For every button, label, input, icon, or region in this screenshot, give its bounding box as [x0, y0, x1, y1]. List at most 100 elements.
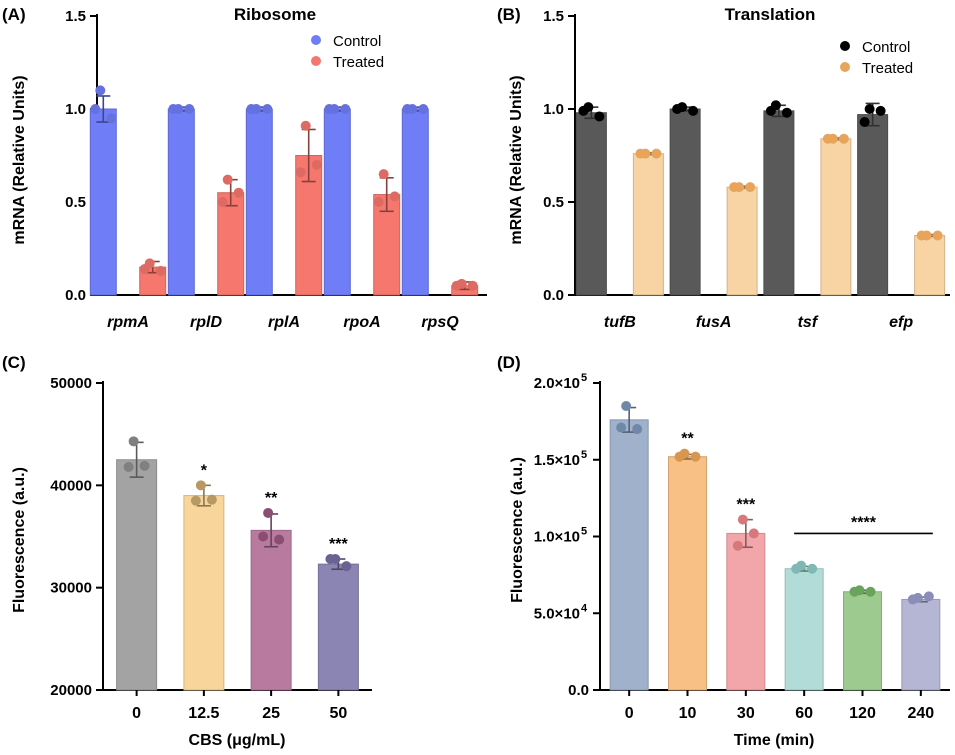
panel-d-0-point [621, 401, 632, 412]
panel-b-efp-control-point [859, 117, 870, 128]
panel-c-25-point [258, 531, 269, 542]
panel-a-rplD-treated-bar [217, 192, 245, 296]
panel-a-rpoA-control-point [324, 104, 335, 114]
panel-c-25-point [263, 507, 274, 518]
panel-d-ytick-exponent: 5 [581, 449, 587, 461]
panel-a-rpoA-control-bar [323, 108, 351, 296]
legend-treated-label-b: Treated [862, 60, 913, 77]
panel-c-50-point [325, 554, 336, 565]
panel-b-category-label: tufB [604, 314, 636, 331]
panel-d-30-point [732, 540, 743, 551]
panel-b-fusA-treated-point [745, 182, 756, 193]
panel-a-rplA-control-point [246, 104, 257, 114]
legend-control-marker-b [840, 41, 850, 51]
panel-c-significance: ** [265, 490, 278, 507]
panel-a-category-label: rpsQ [421, 314, 459, 331]
panel-b-ytick-label: 1.0 [543, 101, 564, 118]
panel-a-rplD-treated-point [222, 174, 233, 185]
panel-c-25-bar [250, 529, 292, 691]
panel-a-ytick-label: 1.0 [65, 101, 86, 118]
panel-a: (A) Ribosome mRNA (Relative Units) 0.00.… [2, 5, 487, 331]
panel-a-ytick-label: 0.5 [65, 194, 86, 211]
panel-b-tufB-control-point [594, 111, 605, 122]
panel-b-tsf-treated-bar [820, 138, 852, 296]
panel-a-rpoA-treated-point [389, 191, 400, 202]
panel-c-letter: (C) [2, 353, 26, 372]
panel-b-tsf-control-point [765, 105, 776, 116]
panel-d-30-point [748, 528, 759, 539]
panel-d-category-label: 60 [795, 705, 813, 722]
panel-a-rpmA-control-point [90, 104, 101, 114]
panel-c-0-point [139, 460, 150, 471]
panel-b-ytick-label: 0.5 [543, 194, 564, 211]
panel-d-significance: ** [681, 431, 694, 448]
panel-c-12.5-bar [183, 495, 225, 691]
panel-d-30-bar [726, 532, 766, 691]
panel-d-category-label: 240 [907, 705, 934, 722]
panel-a-rplA-control-point [262, 104, 273, 114]
legend-control-label-b: Control [862, 39, 910, 56]
panel-b-category-label: fusA [696, 314, 732, 331]
panel-c-0-point [123, 461, 134, 472]
panel-a-ylabel: mRNA (Relative Units) [11, 75, 28, 244]
panel-b-efp-treated-bar [914, 234, 946, 296]
panel-d-10-point [674, 451, 685, 462]
panel-d-xlabel: Time (min) [734, 732, 815, 749]
panel-c-0-point [128, 436, 139, 447]
panel-a-plot: 0.0 0.5 1.0 1.5 rpmA rplD rplA rpoA rpsQ [65, 8, 487, 331]
panel-d-10-bar [668, 456, 707, 691]
panel-b-plot: 0.0 0.5 1.0 1.5 tufB fusA tsf efp [543, 8, 950, 331]
panel-d-ytick-label: 5.0×10 [534, 605, 580, 622]
panel-c: (C) Fluorescence (a.u.) CBS (μg/mL) 2000… [2, 353, 372, 749]
panel-d-category-label: 120 [849, 705, 876, 722]
panel-d-10-point [690, 451, 701, 462]
panel-b-tufB-control-point [578, 105, 589, 116]
panel-d-0-point [616, 422, 627, 433]
panel-c-category-label: 50 [329, 705, 347, 722]
panel-a-rpmA-control-point [106, 113, 117, 124]
panel-b-efp-treated-point [932, 230, 943, 241]
panel-b-efp-treated-point [916, 230, 927, 241]
panel-c-ytick-label: 30000 [50, 580, 92, 597]
panel-a-category-label: rplA [268, 314, 300, 331]
panel-a-ytick-label: 1.5 [65, 8, 86, 25]
panel-d-240-point [923, 591, 934, 602]
panel-a-rplD-control-point [168, 104, 179, 114]
legend-treated-marker-a [311, 56, 321, 66]
panel-b-tufB-treated-bar [632, 153, 664, 296]
panel-a-rplA-control-bar [245, 108, 273, 296]
panel-c-significance: *** [329, 536, 348, 553]
panel-a-category-label: rpmA [107, 314, 149, 331]
panel-c-significance: * [201, 462, 208, 479]
panel-d-60-bar [784, 568, 824, 691]
panel-b-ytick-label: 1.5 [543, 8, 564, 25]
panel-d-ytick-label: 2.0×10 [534, 375, 580, 392]
panel-c-category-label: 12.5 [188, 705, 219, 722]
panel-c-12.5-point [190, 495, 201, 506]
panel-d-120-point [849, 586, 860, 597]
panel-d-ytick-exponent: 4 [581, 602, 588, 614]
panel-b-tufB-treated-point [635, 148, 646, 159]
panel-b-ytick-label: 0.0 [543, 287, 564, 304]
panel-a-letter: (A) [2, 5, 26, 24]
panel-a-rpsQ-control-bar [401, 108, 429, 296]
panel-a-rplD-treated-point [233, 187, 244, 198]
panel-c-ytick-label: 20000 [50, 682, 92, 699]
panel-d-0-point [632, 424, 643, 435]
legend-control-label-a: Control [333, 33, 381, 50]
panel-c-50-bar [317, 563, 359, 691]
panel-d-240-bar [901, 598, 941, 691]
panel-d-category-label: 30 [737, 705, 755, 722]
panel-b-fusA-treated-point [729, 182, 740, 193]
panel-b-legend: Control Treated [840, 39, 913, 77]
panel-c-ytick-label: 50000 [50, 375, 92, 392]
panel-a-rpmA-control-point [95, 85, 106, 96]
panel-b-tsf-treated-point [838, 133, 849, 144]
panel-d-category-label: 0 [625, 705, 634, 722]
panel-b-efp-control-point [864, 104, 875, 114]
panel-a-rplD-treated-point [217, 197, 228, 207]
panel-d: (D) Fluorescence (a.u.) Time (min) 0.0 5.… [497, 353, 950, 749]
panel-d-120-point [865, 586, 876, 597]
panel-b-efp-control-point [875, 105, 886, 116]
panel-d-significance: *** [736, 497, 755, 514]
